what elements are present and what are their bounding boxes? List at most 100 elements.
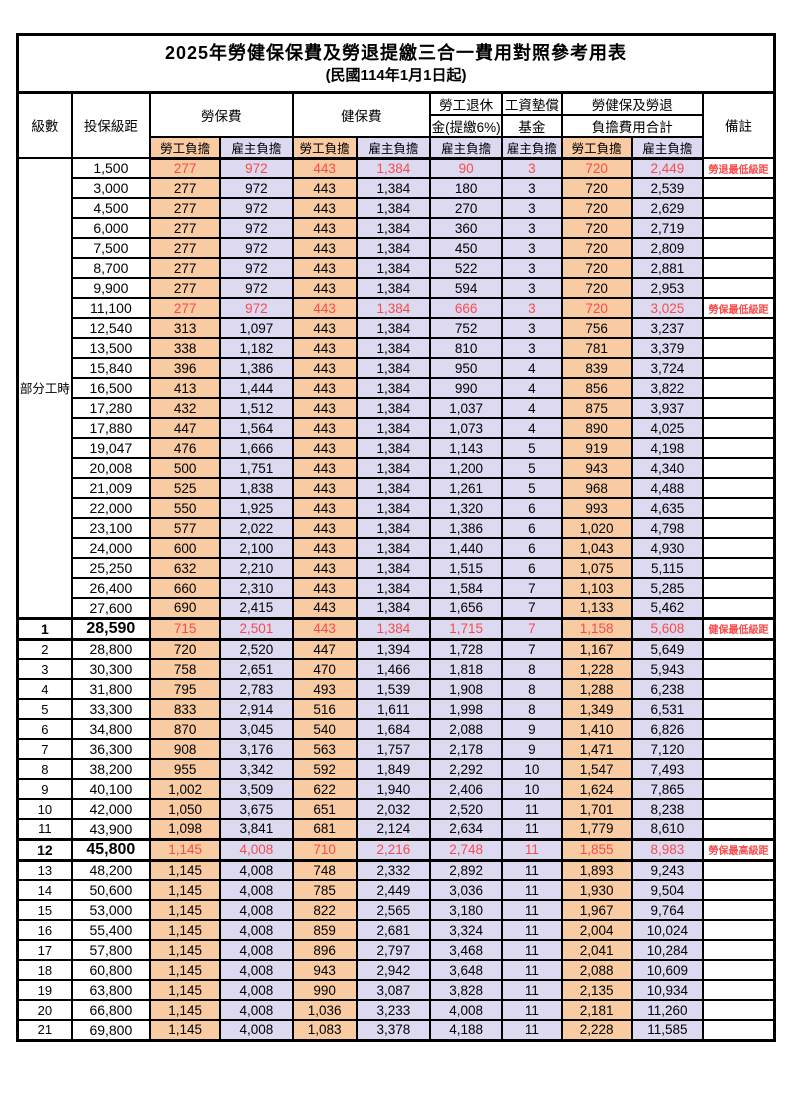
cell-level: 20	[16, 999, 73, 1022]
cell-total-employee: 890	[560, 417, 633, 440]
cell-bracket: 43,900	[70, 818, 152, 841]
cell-wage-fund-employer: 6	[501, 557, 563, 580]
cell-wage-fund-employer: 9	[501, 738, 563, 761]
cell-pension-employer: 4,188	[429, 1019, 504, 1042]
cell-total-employer: 6,531	[630, 698, 705, 721]
col-header-level: 級數	[16, 91, 73, 160]
cell-health-employee: 443	[291, 577, 358, 600]
table-row: 7 36,300 908 3,176 563 1,757 2,178 9 1,471 7,120	[16, 738, 776, 761]
cell-pension-employer: 1,440	[429, 537, 504, 560]
cell-labor-employer: 2,783	[219, 678, 294, 701]
subheader-health-employer: 雇主負擔	[355, 135, 432, 160]
cell-total-employee: 1,133	[560, 597, 633, 620]
table-row: 2 28,800 720 2,520 447 1,394 1,728 7 1,167 5,649	[16, 638, 776, 661]
cell-wage-fund-employer: 8	[501, 698, 563, 721]
cell-total-employee: 1,779	[560, 818, 633, 841]
cell-labor-employer: 2,520	[219, 638, 294, 661]
cell-note	[702, 237, 776, 260]
table-row: 5 33,300 833 2,914 516 1,611 1,998 8 1,349 6,531	[16, 698, 776, 721]
cell-note	[702, 979, 776, 1002]
cell-health-employee: 748	[291, 859, 358, 882]
cell-total-employee: 2,041	[560, 939, 633, 962]
cell-labor-employer: 4,008	[219, 899, 294, 922]
cell-health-employee: 785	[291, 879, 358, 902]
cell-health-employer: 1,384	[355, 497, 432, 520]
cell-labor-employee: 525	[148, 477, 222, 500]
cell-total-employee: 1,158	[560, 616, 633, 641]
table-row: 6,000 277 972 443 1,384 360 3 720 2,719	[18, 217, 776, 240]
table-row: 4 31,800 795 2,783 493 1,539 1,908 8 1,288 6,238	[16, 678, 776, 701]
cell-note	[702, 457, 776, 480]
cell-total-employer: 3,025	[630, 297, 705, 320]
cell-wage-fund-employer: 11	[501, 899, 563, 922]
table-row: 4,500 277 972 443 1,384 270 3 720 2,629	[18, 197, 776, 220]
cell-health-employer: 1,384	[355, 577, 432, 600]
cell-total-employer: 2,539	[630, 177, 705, 200]
cell-note	[702, 899, 776, 922]
cell-labor-employee: 396	[148, 357, 222, 380]
cell-labor-employer: 4,008	[219, 999, 294, 1022]
cell-note: 勞保最低級距	[702, 297, 776, 320]
cell-total-employer: 7,120	[630, 738, 705, 761]
cell-bracket: 26,400	[70, 577, 152, 600]
cell-labor-employer: 972	[219, 177, 294, 200]
cell-note	[702, 197, 776, 220]
table-row: 24,000 600 2,100 443 1,384 1,440 6 1,043 4,930	[18, 537, 776, 560]
cell-bracket: 21,009	[70, 477, 152, 500]
cell-labor-employee: 632	[148, 557, 222, 580]
cell-total-employee: 756	[560, 317, 633, 340]
cell-bracket: 53,000	[70, 899, 152, 922]
cell-bracket: 8,700	[70, 257, 152, 280]
cell-total-employee: 1,410	[560, 718, 633, 741]
cell-pension-employer: 2,292	[429, 758, 504, 781]
cell-note	[702, 317, 776, 340]
cell-pension-employer: 3,828	[429, 979, 504, 1002]
cell-labor-employee: 550	[148, 497, 222, 520]
cell-health-employer: 1,384	[355, 177, 432, 200]
cell-bracket: 66,800	[70, 999, 152, 1022]
cell-health-employee: 651	[291, 798, 358, 821]
cell-wage-fund-employer: 3	[501, 157, 563, 180]
cell-wage-fund-employer: 5	[501, 477, 563, 500]
cell-pension-employer: 3,648	[429, 959, 504, 982]
cell-total-employee: 2,181	[560, 999, 633, 1022]
table-row: 13 48,200 1,145 4,008 748 2,332 2,892 11 1,893 9,…	[16, 859, 776, 882]
cell-health-employee: 443	[291, 417, 358, 440]
cell-pension-employer: 180	[429, 177, 504, 200]
cell-bracket: 48,200	[70, 859, 152, 882]
cell-health-employee: 470	[291, 658, 358, 681]
cell-bracket: 7,500	[70, 237, 152, 260]
cell-health-employee: 443	[291, 477, 358, 500]
cell-note	[702, 919, 776, 942]
cell-health-employee: 443	[291, 357, 358, 380]
cell-wage-fund-employer: 3	[501, 217, 563, 240]
cell-wage-fund-employer: 11	[501, 837, 563, 862]
cell-labor-employee: 1,098	[148, 818, 222, 841]
cell-pension-employer: 360	[429, 217, 504, 240]
cell-health-employer: 1,384	[355, 237, 432, 260]
table-row: 16 55,400 1,145 4,008 859 2,681 3,324 11 2,004 10…	[16, 919, 776, 942]
cell-pension-employer: 1,037	[429, 397, 504, 420]
cell-health-employer: 3,378	[355, 1019, 432, 1042]
cell-health-employer: 1,539	[355, 678, 432, 701]
table-row: 23,100 577 2,022 443 1,384 1,386 6 1,020 4,798	[18, 517, 776, 540]
cell-bracket: 55,400	[70, 919, 152, 942]
table-row: 20 66,800 1,145 4,008 1,036 3,233 4,008 11 2,181…	[16, 999, 776, 1022]
cell-note	[702, 718, 776, 741]
cell-health-employee: 443	[291, 437, 358, 460]
cell-total-employer: 6,238	[630, 678, 705, 701]
cell-labor-employer: 2,310	[219, 577, 294, 600]
cell-pension-employer: 4,008	[429, 999, 504, 1022]
cell-level: 8	[16, 758, 73, 781]
cell-wage-fund-employer: 3	[501, 337, 563, 360]
cell-total-employee: 1,930	[560, 879, 633, 902]
cell-note	[702, 217, 776, 240]
cell-labor-employer: 4,008	[219, 919, 294, 942]
table-row: 27,600 690 2,415 443 1,384 1,656 7 1,133 5,462	[18, 597, 776, 620]
subheader-health-employee: 勞工負擔	[291, 135, 358, 160]
cell-wage-fund-employer: 11	[501, 959, 563, 982]
cell-total-employee: 2,228	[560, 1019, 633, 1042]
cell-total-employer: 2,449	[630, 157, 705, 180]
cell-note	[702, 417, 776, 440]
cell-health-employee: 990	[291, 979, 358, 1002]
